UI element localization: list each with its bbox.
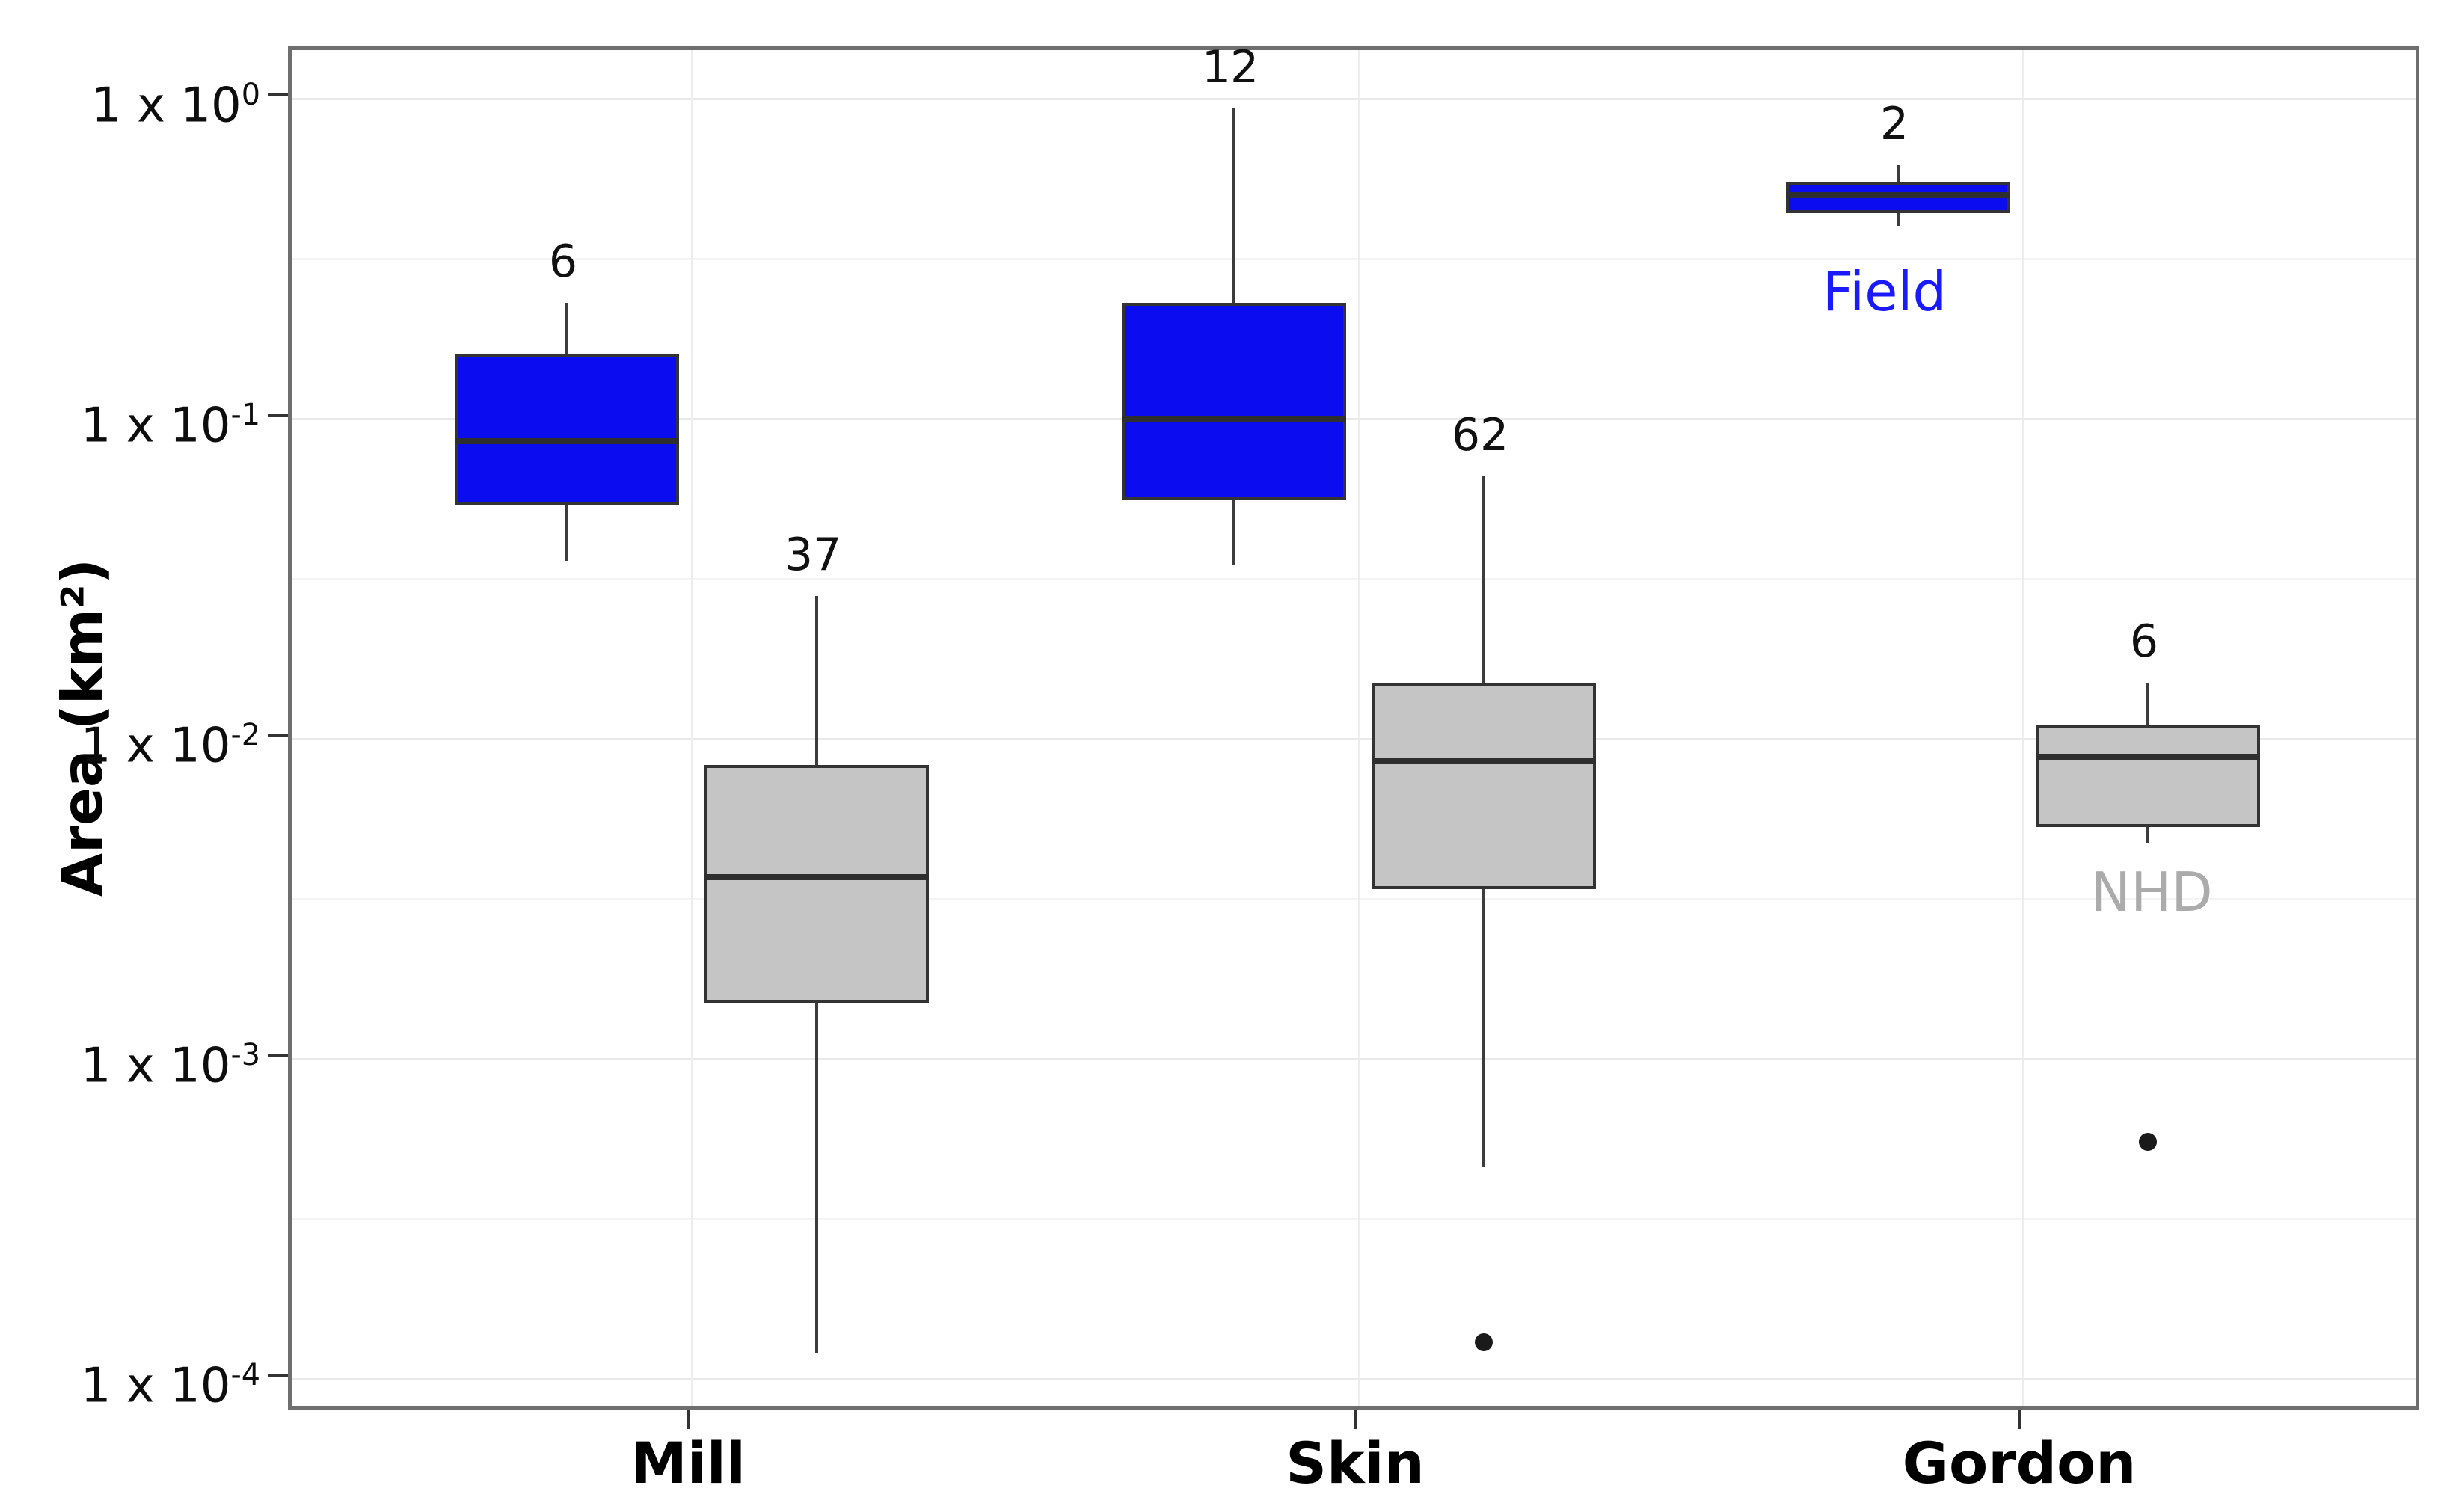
- box-mill-nhd: [704, 764, 929, 1003]
- gridline-major: [292, 1058, 2416, 1060]
- median-line-skin-field: [1122, 416, 1346, 422]
- gridline-vertical: [691, 50, 693, 1406]
- y-tick-mark: [268, 734, 288, 737]
- gridline-minor: [292, 577, 2416, 580]
- y-tick-mark: [268, 1374, 288, 1377]
- gridline-minor: [292, 1217, 2416, 1220]
- count-label-gordon-nhd: 6: [2129, 615, 2159, 668]
- count-label-mill-field: 6: [548, 236, 578, 289]
- outlier-point-gordon-nhd: [2139, 1133, 2157, 1152]
- box-skin-nhd: [1372, 682, 1596, 889]
- gridline-major: [292, 1378, 2416, 1380]
- median-line-gordon-field: [1786, 191, 2010, 198]
- median-line-mill-nhd: [704, 873, 929, 880]
- y-tick-label: 1 x 10-1: [80, 398, 260, 454]
- y-tick-label: 1 x 10-4: [80, 1358, 260, 1414]
- count-label-skin-nhd: 62: [1451, 409, 1509, 462]
- gridline-vertical: [2022, 50, 2024, 1406]
- box-gordon-nhd: [2036, 725, 2260, 827]
- annotation-field-label: Field: [1822, 260, 1947, 323]
- x-tick-mark: [1354, 1410, 1357, 1429]
- plot-area: [288, 46, 2419, 1410]
- gridline-minor: [292, 257, 2416, 260]
- gridline-vertical: [1358, 50, 1360, 1406]
- x-tick-mark: [687, 1410, 690, 1429]
- x-axis-label-mill: Mill: [630, 1430, 746, 1496]
- x-tick-mark: [2018, 1410, 2021, 1429]
- y-tick-label: 1 x 10-3: [80, 1038, 260, 1094]
- y-tick-mark: [268, 414, 288, 417]
- x-axis-label-gordon: Gordon: [1902, 1430, 2137, 1496]
- box-skin-field: [1122, 303, 1346, 500]
- gridline-major: [292, 738, 2416, 740]
- x-axis-label-skin: Skin: [1286, 1430, 1425, 1496]
- median-line-skin-nhd: [1372, 758, 1596, 765]
- count-label-gordon-field: 2: [1879, 97, 1909, 150]
- median-line-mill-field: [455, 438, 679, 445]
- count-label-mill-nhd: 37: [784, 528, 842, 581]
- gridline-minor: [292, 897, 2416, 900]
- y-tick-label: 1 x 10-2: [80, 718, 260, 774]
- box-mill-field: [455, 353, 679, 505]
- annotation-nhd-label: NHD: [2090, 861, 2213, 924]
- median-line-gordon-nhd: [2036, 753, 2260, 760]
- gridline-major: [292, 98, 2416, 100]
- outlier-point-skin-nhd: [1475, 1333, 1493, 1352]
- count-label-skin-field: 12: [1201, 41, 1259, 94]
- gridline-major: [292, 418, 2416, 420]
- y-tick-mark: [268, 1054, 288, 1057]
- y-tick-label: 1 x 100: [91, 78, 260, 134]
- y-tick-mark: [268, 93, 288, 96]
